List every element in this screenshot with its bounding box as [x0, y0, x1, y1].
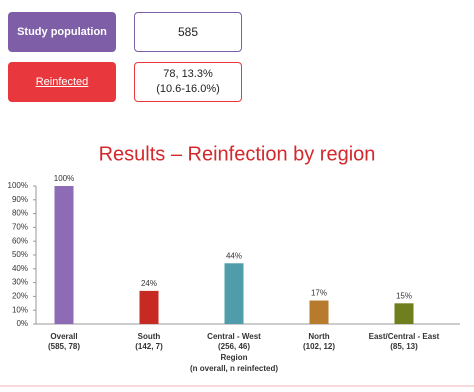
y-tick-label: 80% — [12, 209, 28, 218]
study-value: 585 — [177, 24, 199, 39]
y-tick-label: 100% — [8, 181, 28, 190]
y-tick-label: 50% — [12, 250, 28, 259]
x-axis-title: Region — [220, 353, 247, 362]
y-tick-label: 0% — [16, 319, 28, 328]
value-label: 44% — [226, 251, 242, 260]
y-tick-label: 90% — [12, 195, 28, 204]
x-axis-subtitle: (n overall, n reinfected) — [190, 364, 278, 373]
chart-title: Results – Reinfection by region — [99, 143, 376, 165]
x-tick-sublabel: (142, 7) — [135, 342, 163, 351]
reinfected-ci: (10.6-16.0%) — [156, 83, 220, 95]
x-tick-sublabel: (102, 12) — [303, 342, 335, 351]
x-tick-sublabel: (585, 78) — [48, 342, 80, 351]
value-label: 100% — [54, 174, 74, 183]
y-tick-label: 40% — [12, 264, 28, 273]
reinfected-value: 78, 13.3% — [163, 68, 213, 80]
reinfected-label-box: Reinfected — [8, 62, 116, 102]
study-label-box: Study population — [8, 12, 116, 52]
value-label: 24% — [141, 279, 157, 288]
bar — [224, 263, 244, 324]
y-tick-label: 60% — [12, 236, 28, 245]
study-value-box: 585 — [134, 12, 242, 52]
x-tick-label: Overall — [50, 332, 77, 341]
reinfected-label[interactable]: Reinfected — [35, 75, 89, 88]
value-label: 17% — [311, 289, 327, 298]
reinfected-value-box: 78, 13.3% (10.6-16.0%) — [134, 62, 242, 102]
study-label: Study population — [17, 25, 107, 38]
y-tick-label: 20% — [12, 292, 28, 301]
x-tick-label: South — [138, 332, 161, 341]
bar — [309, 300, 329, 324]
bar — [54, 186, 74, 324]
value-label: 15% — [396, 291, 412, 300]
y-tick-label: 10% — [12, 305, 28, 314]
x-tick-label: East/Central - East — [369, 332, 440, 341]
x-tick-label: North — [308, 332, 329, 341]
x-tick-label: Central - West — [207, 332, 261, 341]
x-tick-sublabel: (85, 13) — [390, 342, 418, 351]
x-tick-sublabel: (256, 46) — [218, 342, 250, 351]
bar — [139, 290, 159, 324]
y-tick-label: 70% — [12, 223, 28, 232]
y-tick-label: 30% — [12, 278, 28, 287]
bar — [394, 303, 414, 324]
